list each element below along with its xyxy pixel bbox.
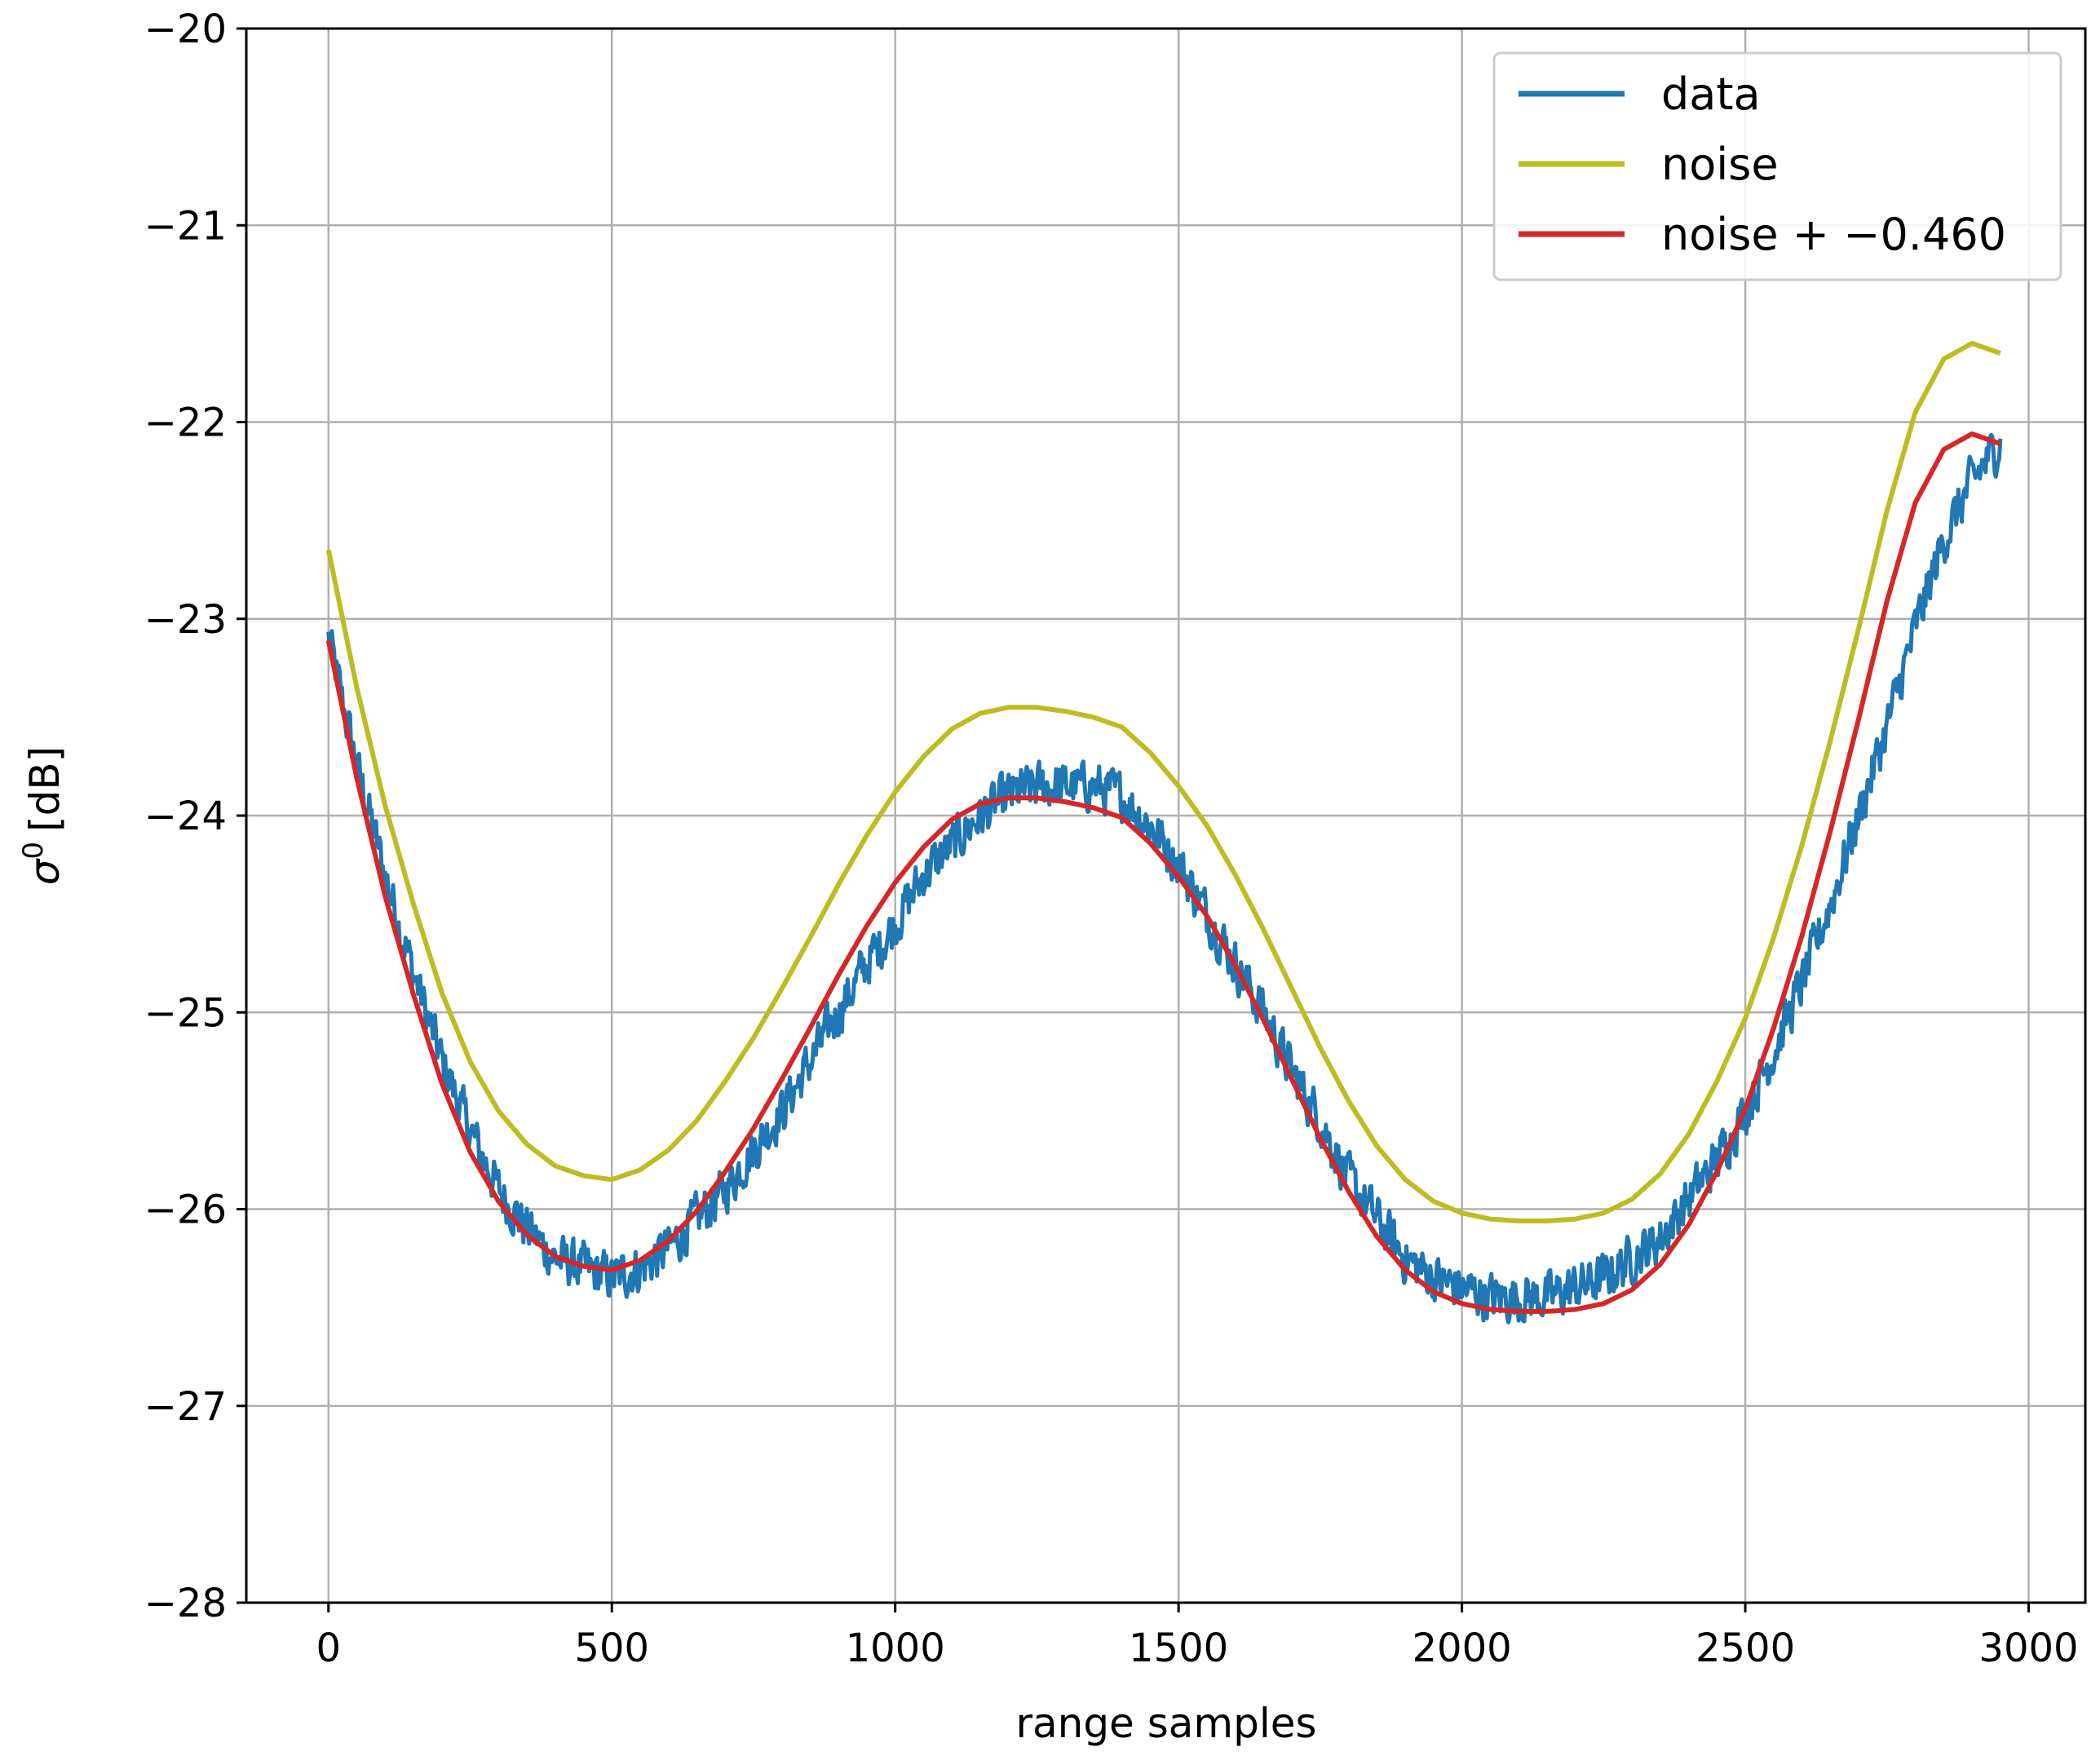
series-line-data <box>326 432 2003 1325</box>
x-tick-label: 1500 <box>1129 1626 1228 1671</box>
y-axis-label-superscript: 0 <box>17 842 50 860</box>
y-tick-label: −24 <box>144 794 227 839</box>
series-line-noise <box>325 341 2001 1223</box>
x-tick-label: 1000 <box>846 1626 945 1671</box>
y-axis-label: σ0 [dB] <box>17 746 69 885</box>
y-tick-label: −21 <box>144 203 227 249</box>
x-tick-label: 500 <box>574 1626 649 1671</box>
y-axis-label-symbol: σ <box>21 858 69 885</box>
y-tick-label: −23 <box>144 597 227 643</box>
y-tick-label: −25 <box>144 990 227 1036</box>
y-tick-label: −20 <box>144 7 227 52</box>
x-tick-label: 0 <box>316 1626 341 1671</box>
legend-label: noise <box>1661 139 1779 190</box>
x-axis: 0 500 1000 1500 2000 2500 3000 <box>316 1603 2079 1671</box>
y-axis: −28 −27 −26 −25 −24 −23 −22 −21 −20 <box>144 7 246 1626</box>
legend: data noise noise + −0.460 <box>1492 51 2062 281</box>
legend-label: data <box>1661 69 1761 120</box>
legend-label: noise + −0.460 <box>1661 209 2006 260</box>
legend-frame <box>1492 51 2062 281</box>
y-tick-label: −26 <box>144 1188 227 1233</box>
series-layer <box>325 341 2003 1325</box>
y-tick-label: −28 <box>144 1581 227 1626</box>
x-tick-label: 2500 <box>1695 1626 1795 1671</box>
y-axis-label-unit: [dB] <box>21 746 69 832</box>
y-tick-label: −27 <box>144 1384 227 1430</box>
x-tick-label: 3000 <box>1978 1626 2078 1671</box>
plot-area <box>245 27 2087 1604</box>
y-tick-label: −22 <box>144 400 227 446</box>
x-axis-label: range samples <box>1015 1700 1316 1747</box>
series-line-noise-offset <box>325 431 2001 1314</box>
x-tick-label: 2000 <box>1413 1626 1512 1671</box>
